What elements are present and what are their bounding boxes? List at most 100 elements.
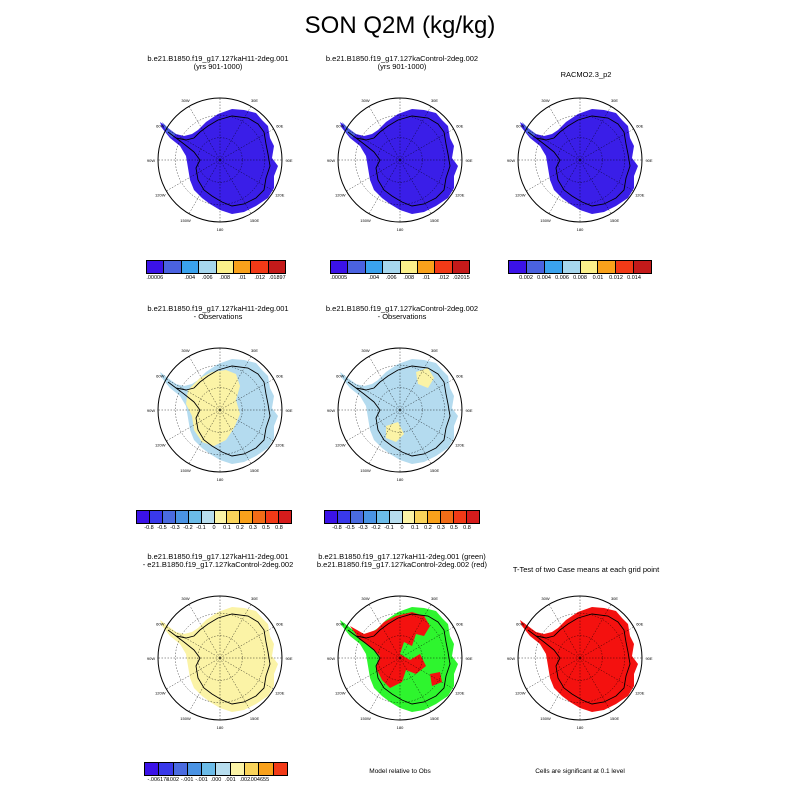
- p9-outer-ring: [517, 595, 643, 721]
- map-panel-2: 30W 30E 60E 90E 120E 150E 180 150W 120W 90W 60W: [327, 97, 473, 232]
- panel-7-title-line1: b.e21.B1850.f19_g17.127kaH11-2deg.001: [147, 552, 289, 561]
- p2-lon-label: 150W: [360, 218, 371, 223]
- p4-graticule: 30W 30E 60E 90E 120E 150E 180 150W 120W 90W 60W: [147, 347, 293, 482]
- p1-lon-label: 180: [217, 227, 224, 232]
- p3-lon-label: 120E: [635, 193, 645, 198]
- p3-lon-label: 60W: [516, 124, 524, 129]
- colorbar-1-swatch: [251, 261, 269, 273]
- p2-lon-label: 90E: [465, 158, 472, 163]
- colorbar-2-swatch: [452, 261, 469, 273]
- p4-outer-ring: [157, 347, 283, 473]
- p9-lon-label: 150W: [540, 716, 551, 721]
- p4-lon-label: 30E: [251, 348, 258, 353]
- p1-meridian: [166, 128, 221, 161]
- p4-meridian: [188, 409, 221, 464]
- colorbar-4-labels: -0.8 -0.5 -0.3 -0.2 -0.1 0 0.1 0.2 0.3 0.5 0.8: [136, 524, 292, 534]
- p3-outer-ring: [517, 97, 643, 223]
- colorbar-5-swatch: [337, 511, 351, 523]
- p8-lon-label: 180: [397, 725, 404, 730]
- colorbar-2-label: .02015: [452, 275, 470, 281]
- panel-5-title-line2: - Observations: [377, 312, 427, 321]
- panel-9-title: T-Test of two Case means at each grid po…: [486, 566, 686, 574]
- p9-lon-label: 120W: [515, 691, 526, 696]
- colorbar-2-swatch: [400, 261, 418, 273]
- colorbar-2-label: .012: [438, 275, 450, 281]
- p8-lon-label: 90E: [465, 656, 472, 661]
- p1-lon-label: 60W: [156, 124, 164, 129]
- p4-lon-label: 120W: [155, 443, 166, 448]
- colorbar-2-label: .004: [368, 275, 380, 281]
- p3-graticule: 30W 30E 60E 90E 120E 150E 180 150W 120W 90W 60W: [507, 97, 653, 232]
- colorbar-1-swatch: [147, 261, 165, 273]
- p5-lon-label: 30W: [361, 348, 369, 353]
- p8-lon-label: 30E: [431, 596, 438, 601]
- colorbar-1: .00006 .004 .006 .008 .01 .012.01897: [146, 260, 286, 284]
- p4-meridian: [219, 356, 252, 411]
- p5-patch: [416, 368, 434, 388]
- p7-meridian: [188, 604, 221, 659]
- p2-meridian: [399, 106, 432, 161]
- p1-lon-label: 150W: [180, 218, 191, 223]
- p2-graticule: 30W 30E 60E 90E 120E 150E 180 150W 120W 90W 60W: [327, 97, 473, 232]
- p8-meridian: [368, 657, 401, 712]
- p3-lon-label: 150E: [610, 218, 620, 223]
- p8-outer-ring: [337, 595, 463, 721]
- p2-lon-label: 60W: [336, 124, 344, 129]
- p4-patch: [186, 370, 240, 446]
- colorbar-1-label: .012: [254, 275, 266, 281]
- p9-meridian: [579, 604, 612, 659]
- p9-meridian: [526, 657, 581, 690]
- colorbar-5-swatch: [415, 511, 429, 523]
- p2-lon-label: 150E: [430, 218, 440, 223]
- p1-outer-ring: [157, 97, 283, 223]
- colorbar-7-swatch: [145, 763, 160, 775]
- p8-lon-label: 150W: [360, 716, 371, 721]
- p3-lon-label: 120W: [515, 193, 526, 198]
- colorbar-5-swatch: [376, 511, 390, 523]
- colorbar-4-swatch: [162, 511, 176, 523]
- colorbar-4-swatch: [240, 511, 254, 523]
- colorbar-2-swatch: [383, 261, 401, 273]
- colorbar-5-label: -0.3: [358, 525, 368, 531]
- p4-meridian: [188, 356, 221, 411]
- map-panel-1: 30W 30E 60E 90E 120E 150E 180 150W 120W 90W 60W: [147, 97, 293, 232]
- colorbar-4-label: 0.1: [223, 525, 231, 531]
- colorbar-4-label: -0.5: [157, 525, 167, 531]
- colorbar-5-label: -0.8: [332, 525, 342, 531]
- p7-lon-label: 150E: [250, 716, 260, 721]
- p9-lon-label: 30E: [611, 596, 618, 601]
- colorbar-5: -0.8 -0.5 -0.3 -0.2 -0.1 0 0.1 0.2 0.3 0.5 0.8: [324, 510, 480, 534]
- colorbar-1-label: .006: [201, 275, 213, 281]
- colorbar-4-label: -0.1: [196, 525, 206, 531]
- panel-2-title-line1: b.e21.B1850.f19_g17.127kaControl-2deg.00…: [325, 54, 479, 63]
- p2-lon-label: 30W: [361, 98, 369, 103]
- colorbar-1-swatches: [146, 260, 286, 274]
- colorbar-2-labels: .00005 .004 .006 .008 .01 .012.02015: [330, 274, 470, 284]
- colorbar-1-label: .008: [219, 275, 231, 281]
- p7-lon-label: 60W: [156, 622, 164, 627]
- p3-lon-label: 30E: [611, 98, 618, 103]
- p3-meridian: [526, 159, 581, 192]
- colorbar-7-label: -.001: [195, 777, 208, 783]
- colorbar-5-label: 0: [400, 525, 404, 531]
- p7-meridian: [188, 657, 221, 712]
- colorbar-2-swatch: [348, 261, 366, 273]
- p9-lon-label: 120E: [635, 691, 645, 696]
- p1-coastline: [167, 115, 271, 207]
- p3-lon-label: 180: [577, 227, 584, 232]
- colorbar-3-swatch: [634, 261, 651, 273]
- colorbar-3-swatch: [598, 261, 617, 273]
- colorbar-3-label: 0.012: [609, 275, 623, 281]
- p7-lon-label: 120E: [275, 691, 285, 696]
- p7-lon-label: 120W: [155, 691, 166, 696]
- colorbar-1-label: .004: [184, 275, 196, 281]
- colorbar-7-labels: -.006178 -.002 -.001 -.001.000.001.002.0046…: [144, 776, 288, 786]
- p2-lon-label: 180: [397, 227, 404, 232]
- p2-coastline: [347, 115, 451, 207]
- p9-meridian: [526, 626, 581, 659]
- p1-lon-label: 90E: [285, 158, 292, 163]
- colorbar-3-swatch: [562, 261, 581, 273]
- p1-lon-label: 90W: [147, 158, 155, 163]
- p2-lon-label: 90W: [327, 158, 335, 163]
- colorbar-3: 0.002 0.004 0.006 0.008 0.01 0.012 0.014: [508, 260, 652, 284]
